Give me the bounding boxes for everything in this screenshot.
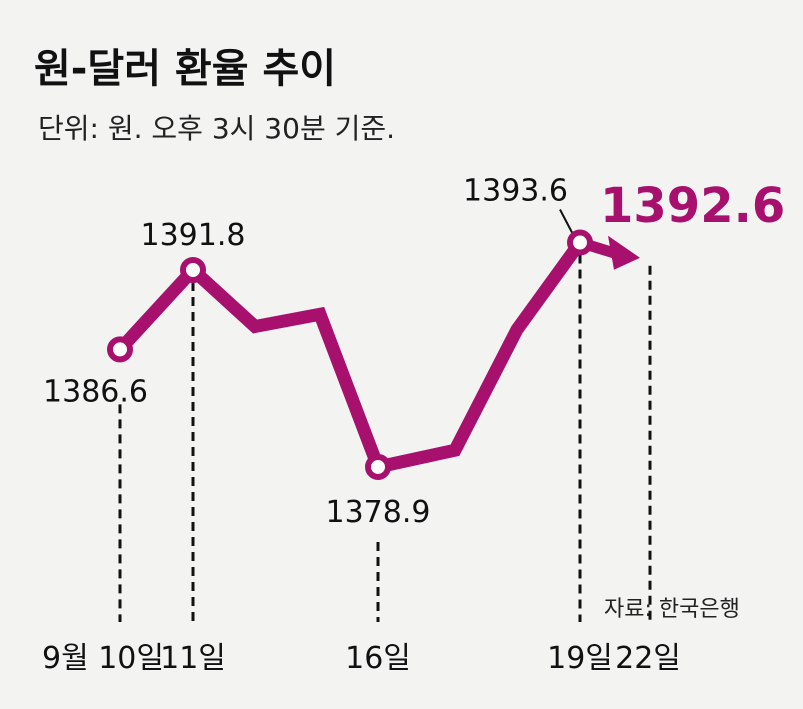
chart-subtitle: 단위: 원. 오후 3시 30분 기준. bbox=[38, 112, 395, 145]
data-point-marker bbox=[567, 229, 593, 256]
chart-title: 원-달러 환율 추이 bbox=[34, 46, 336, 92]
data-label: 1393.6 bbox=[463, 174, 568, 209]
data-point-marker bbox=[107, 336, 133, 363]
data-point-marker bbox=[365, 453, 391, 480]
x-tick-label: 16일 bbox=[345, 641, 411, 676]
data-point-marker bbox=[180, 257, 206, 283]
x-tick-label: 19일 bbox=[547, 641, 613, 676]
latest-arrow-head bbox=[608, 235, 640, 270]
source-note: 자료: 한국은행 bbox=[604, 597, 740, 622]
label-leader-line bbox=[559, 209, 573, 233]
data-label: 1378.9 bbox=[326, 495, 431, 530]
x-tick-label: 9월 10일 bbox=[42, 641, 164, 676]
data-label: 1386.6 bbox=[43, 374, 148, 409]
latest-value-label: 1392.6 bbox=[600, 178, 785, 234]
series-line bbox=[115, 238, 586, 475]
data-label: 1391.8 bbox=[141, 218, 246, 253]
x-tick-label: 22일 bbox=[615, 641, 681, 676]
x-tick-label: 11일 bbox=[160, 641, 226, 676]
